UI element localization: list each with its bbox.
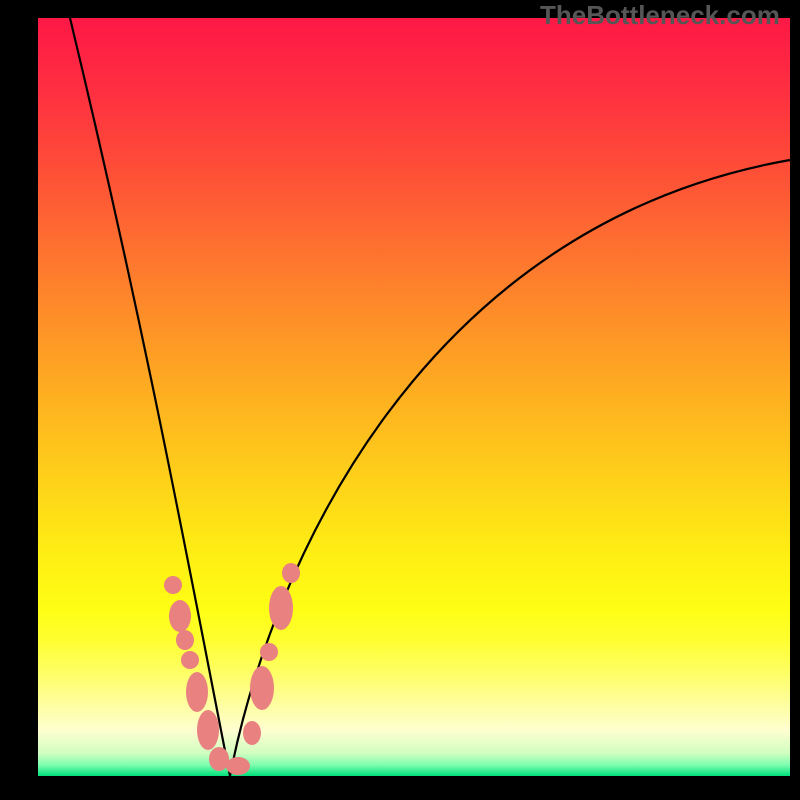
data-marker	[164, 576, 182, 594]
data-marker	[260, 643, 278, 661]
data-marker	[250, 666, 274, 710]
data-marker	[181, 651, 199, 669]
watermark-text: TheBottleneck.com	[540, 0, 780, 31]
bottleneck-chart	[0, 0, 800, 800]
data-marker	[226, 757, 250, 775]
data-marker	[176, 630, 194, 650]
data-marker	[169, 600, 191, 632]
data-marker	[197, 710, 219, 750]
data-marker	[209, 747, 229, 771]
data-marker	[282, 563, 300, 583]
plot-background	[38, 18, 790, 776]
data-marker	[243, 721, 261, 745]
data-marker	[186, 672, 208, 712]
data-marker	[269, 586, 293, 630]
